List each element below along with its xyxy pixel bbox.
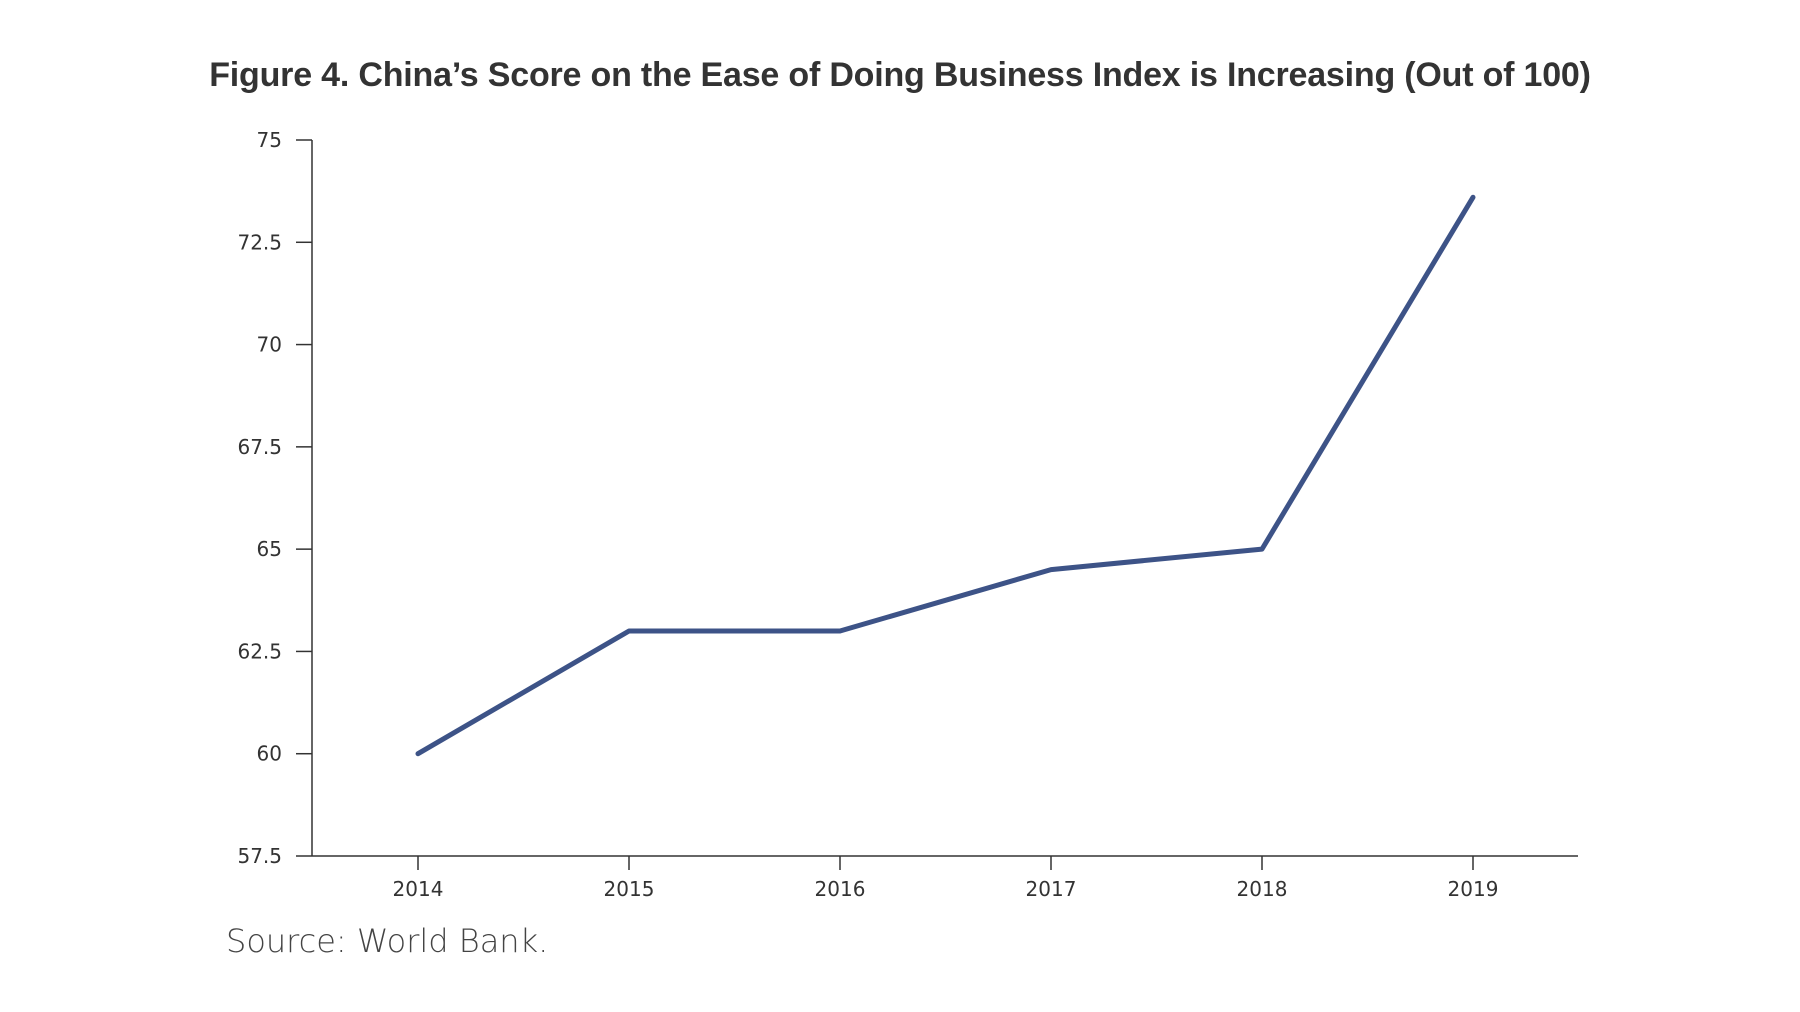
series-line-0 (415, 194, 1476, 757)
y-tick-label: 60 (257, 742, 282, 766)
x-tick-label: 2017 (1026, 877, 1077, 901)
x-tick-label: 2018 (1237, 877, 1288, 901)
x-tick-label: 2014 (393, 877, 444, 901)
y-tick-label: 75 (257, 128, 282, 152)
x-tick-label: 2016 (815, 877, 866, 901)
y-tick-label: 72.5 (237, 230, 282, 254)
y-axis-ticks: 57.5 60 62.5 65 67.5 70 72.5 75 (237, 128, 312, 868)
y-tick-label: 65 (257, 537, 282, 561)
chart-title: Figure 4. China’s Score on the Ease of D… (209, 56, 1591, 94)
x-axis-ticks: 2014 2015 2016 2017 2018 2019 (393, 856, 1499, 901)
x-tick-label: 2019 (1448, 877, 1499, 901)
source-note: Source: World Bank. (226, 922, 549, 960)
y-tick-label: 57.5 (237, 844, 282, 868)
axes (311, 140, 1578, 857)
y-tick-label: 62.5 (237, 639, 282, 663)
y-tick-label: 70 (257, 333, 282, 357)
x-tick-label: 2015 (604, 877, 655, 901)
series-layer (415, 194, 1476, 757)
y-tick-label: 67.5 (237, 435, 282, 459)
